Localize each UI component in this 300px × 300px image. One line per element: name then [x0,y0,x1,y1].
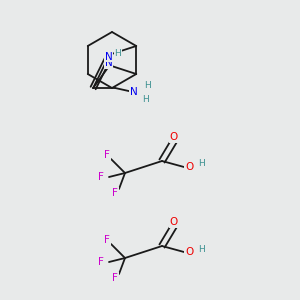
Text: F: F [98,172,104,182]
Text: F: F [104,150,110,160]
Text: F: F [112,273,118,283]
Text: H: H [142,95,148,104]
Text: H: H [144,82,151,91]
Text: O: O [170,132,178,142]
Text: H: H [114,49,121,58]
Text: F: F [98,257,104,267]
Text: N: N [130,87,138,97]
Text: N: N [105,58,112,68]
Text: F: F [112,188,118,198]
Text: O: O [170,217,178,227]
Text: O: O [185,247,193,257]
Text: H: H [198,160,205,169]
Text: O: O [185,162,193,172]
Text: F: F [104,235,110,245]
Text: N: N [105,52,112,62]
Text: H: H [198,244,205,253]
